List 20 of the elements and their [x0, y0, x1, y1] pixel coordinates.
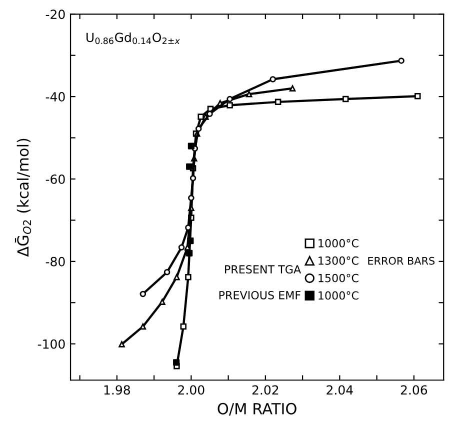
y-axis-title: ΔḠ$_{O2}$ (kcal/mol) — [14, 138, 32, 257]
x-tick-label: 2.00 — [178, 385, 204, 395]
text: U$_{0.86}$Gd$_{0.14}$O$_{2±x}$ — [86, 32, 180, 44]
y-tick-label: -20 — [46, 10, 65, 20]
annotation: PREVIOUS EMF — [219, 290, 300, 300]
legend-label: 1500°C — [318, 274, 358, 282]
x-tick-label: 2.04 — [326, 385, 353, 395]
x-tick-label: 1.98 — [104, 385, 130, 395]
x-tick-label: 2.02 — [252, 385, 278, 395]
annotation: PRESENT TGA — [225, 265, 301, 274]
legend-label: 1300°C — [318, 256, 358, 265]
y-tick-label: -40 — [46, 92, 65, 102]
legend-label: 1000°C — [318, 239, 358, 248]
x-tick-label: 2.06 — [400, 385, 428, 395]
y-tick-label: -80 — [46, 256, 65, 266]
annotation: ERROR BARS — [368, 256, 435, 265]
x-axis-title: O/M RATIO — [218, 402, 296, 416]
y-tick-label: -100 — [38, 339, 65, 349]
y-tick-label: -60 — [46, 174, 65, 184]
legend-label: 1000°C — [318, 291, 358, 300]
